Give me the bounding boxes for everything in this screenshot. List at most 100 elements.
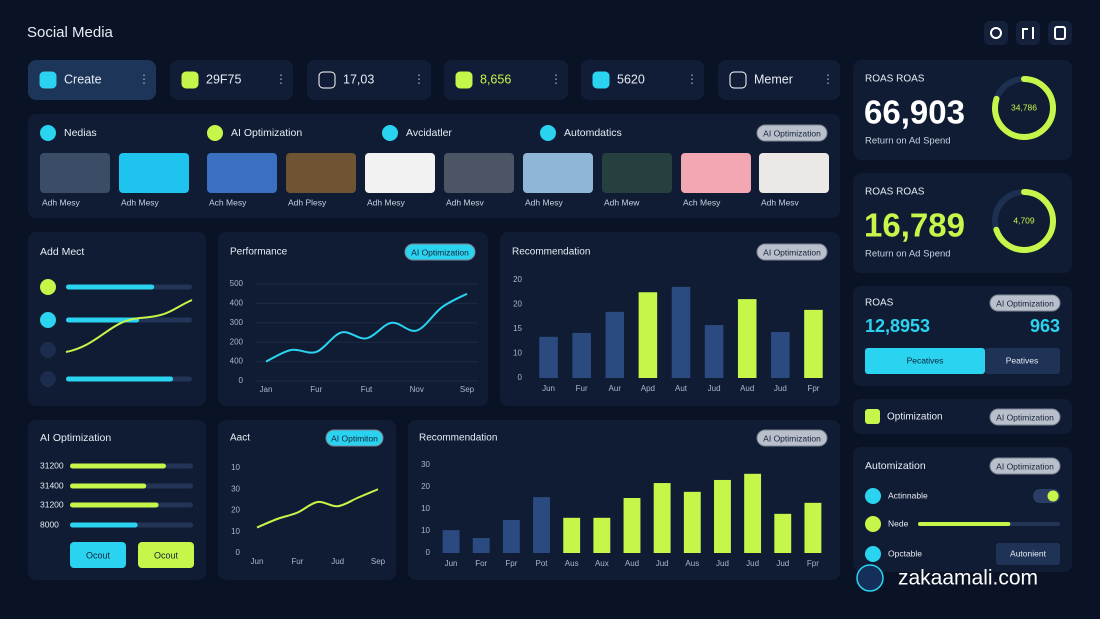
card[interactable] xyxy=(28,60,156,100)
button-label: Peatives xyxy=(1006,355,1039,365)
thumbnail xyxy=(444,153,514,193)
tab-label: Avcidatler xyxy=(406,127,452,139)
y-tick-label: 400 xyxy=(230,357,244,366)
y-tick-label: 20 xyxy=(421,482,430,491)
row-label: Actinnable xyxy=(888,490,928,500)
bar xyxy=(472,538,490,553)
badge[interactable] xyxy=(989,457,1061,475)
thumbnail xyxy=(681,153,751,193)
card[interactable] xyxy=(444,60,568,100)
y-tick-label: 0 xyxy=(426,548,431,557)
menu-dots: ⋮ xyxy=(413,72,425,86)
y-tick-label: 400 xyxy=(230,299,244,308)
y-tick-label: 30 xyxy=(421,460,430,469)
badge-text: AI Optimization xyxy=(996,298,1054,308)
card xyxy=(853,447,1072,572)
thumbnail xyxy=(207,153,277,193)
bar xyxy=(774,513,792,553)
button-label: Ocout xyxy=(154,550,179,560)
row-label: 31200 xyxy=(40,460,64,470)
menu-dots: ⋮ xyxy=(686,72,698,86)
bar xyxy=(704,325,724,378)
y-tick-label: 10 xyxy=(231,463,240,472)
x-tick-label: Fur xyxy=(576,384,588,393)
thumbnail xyxy=(759,153,829,193)
menu-dots: ⋮ xyxy=(275,72,287,86)
toolbar-icon xyxy=(729,71,747,89)
tab-label: Nedias xyxy=(64,127,97,139)
button[interactable] xyxy=(70,542,126,568)
x-tick-label: Pot xyxy=(536,559,549,568)
card[interactable] xyxy=(170,60,293,100)
card-title: Add Mect xyxy=(40,246,84,258)
card[interactable] xyxy=(581,60,704,100)
card xyxy=(28,420,206,580)
progress-bar xyxy=(66,317,140,323)
x-tick-label: For xyxy=(475,559,487,568)
y-tick-label: 300 xyxy=(230,318,244,327)
card[interactable] xyxy=(718,60,840,100)
badge[interactable] xyxy=(404,243,476,261)
x-tick-label: Nov xyxy=(410,385,424,394)
bar xyxy=(502,520,520,553)
roas-side: 963 xyxy=(1030,316,1060,336)
bar xyxy=(593,517,611,553)
card-title: Aact xyxy=(230,433,250,444)
x-tick-label: Jun xyxy=(445,559,458,568)
x-tick-label: Jun xyxy=(542,384,555,393)
roas-label: ROAS xyxy=(865,298,894,309)
button[interactable] xyxy=(996,543,1060,565)
thumbnail-label: Adh Mesv xyxy=(761,197,800,207)
roas-label: ROAS ROAS xyxy=(865,187,925,198)
menu-dots: ⋮ xyxy=(550,72,562,86)
progress-bar xyxy=(70,483,147,489)
badge[interactable] xyxy=(756,429,828,447)
badge[interactable] xyxy=(989,294,1061,312)
row-label: 31200 xyxy=(40,499,64,509)
badge-text: AI Optimization xyxy=(996,412,1054,422)
thumbnail-label: Adh Mew xyxy=(604,197,640,207)
x-tick-label: Aus xyxy=(685,559,699,568)
toolbar-icon xyxy=(39,71,57,89)
thumbnail-label: Adh Mesy xyxy=(525,197,564,207)
tab-icon xyxy=(207,125,223,141)
x-tick-label: Sep xyxy=(460,385,475,394)
x-tick-label: Jud xyxy=(774,384,787,393)
row-icon xyxy=(40,312,56,328)
trend-curve xyxy=(65,299,193,353)
y-tick-label: 200 xyxy=(230,337,244,346)
x-tick-label: Fur xyxy=(291,557,303,566)
badge[interactable] xyxy=(989,408,1061,426)
thumbnail xyxy=(40,153,110,193)
roas-caption: Return on Ad Spend xyxy=(865,249,951,260)
card-title: Automization xyxy=(865,460,926,472)
card xyxy=(218,420,396,580)
y-tick-label: 500 xyxy=(230,279,244,288)
x-tick-label: Jun xyxy=(251,557,264,566)
x-tick-label: Fut xyxy=(361,385,373,394)
badge[interactable] xyxy=(756,124,828,142)
badge-text: AI Optimization xyxy=(763,433,821,443)
button-label: Autonient xyxy=(1010,548,1047,558)
thumbnail-label: Adh Mesy xyxy=(121,197,160,207)
badge-text: AI Optimization xyxy=(411,247,469,257)
thumbnail xyxy=(119,153,189,193)
top-icons[interactable] xyxy=(984,21,1072,45)
bar xyxy=(638,292,658,378)
bar xyxy=(442,530,460,553)
x-tick-label: Jud xyxy=(776,559,789,568)
badge[interactable] xyxy=(756,243,828,261)
button[interactable] xyxy=(985,348,1060,374)
button[interactable] xyxy=(865,348,985,374)
row-icon xyxy=(865,488,881,504)
slider-fill xyxy=(918,522,1011,526)
bar xyxy=(683,491,701,553)
x-tick-label: Fpr xyxy=(807,559,819,568)
badge[interactable] xyxy=(325,429,384,447)
tab-label: Automdatics xyxy=(564,127,622,139)
bar xyxy=(533,497,550,553)
watermark-logo xyxy=(856,564,884,592)
line xyxy=(256,488,379,529)
card[interactable] xyxy=(307,60,431,100)
button[interactable] xyxy=(138,542,194,568)
